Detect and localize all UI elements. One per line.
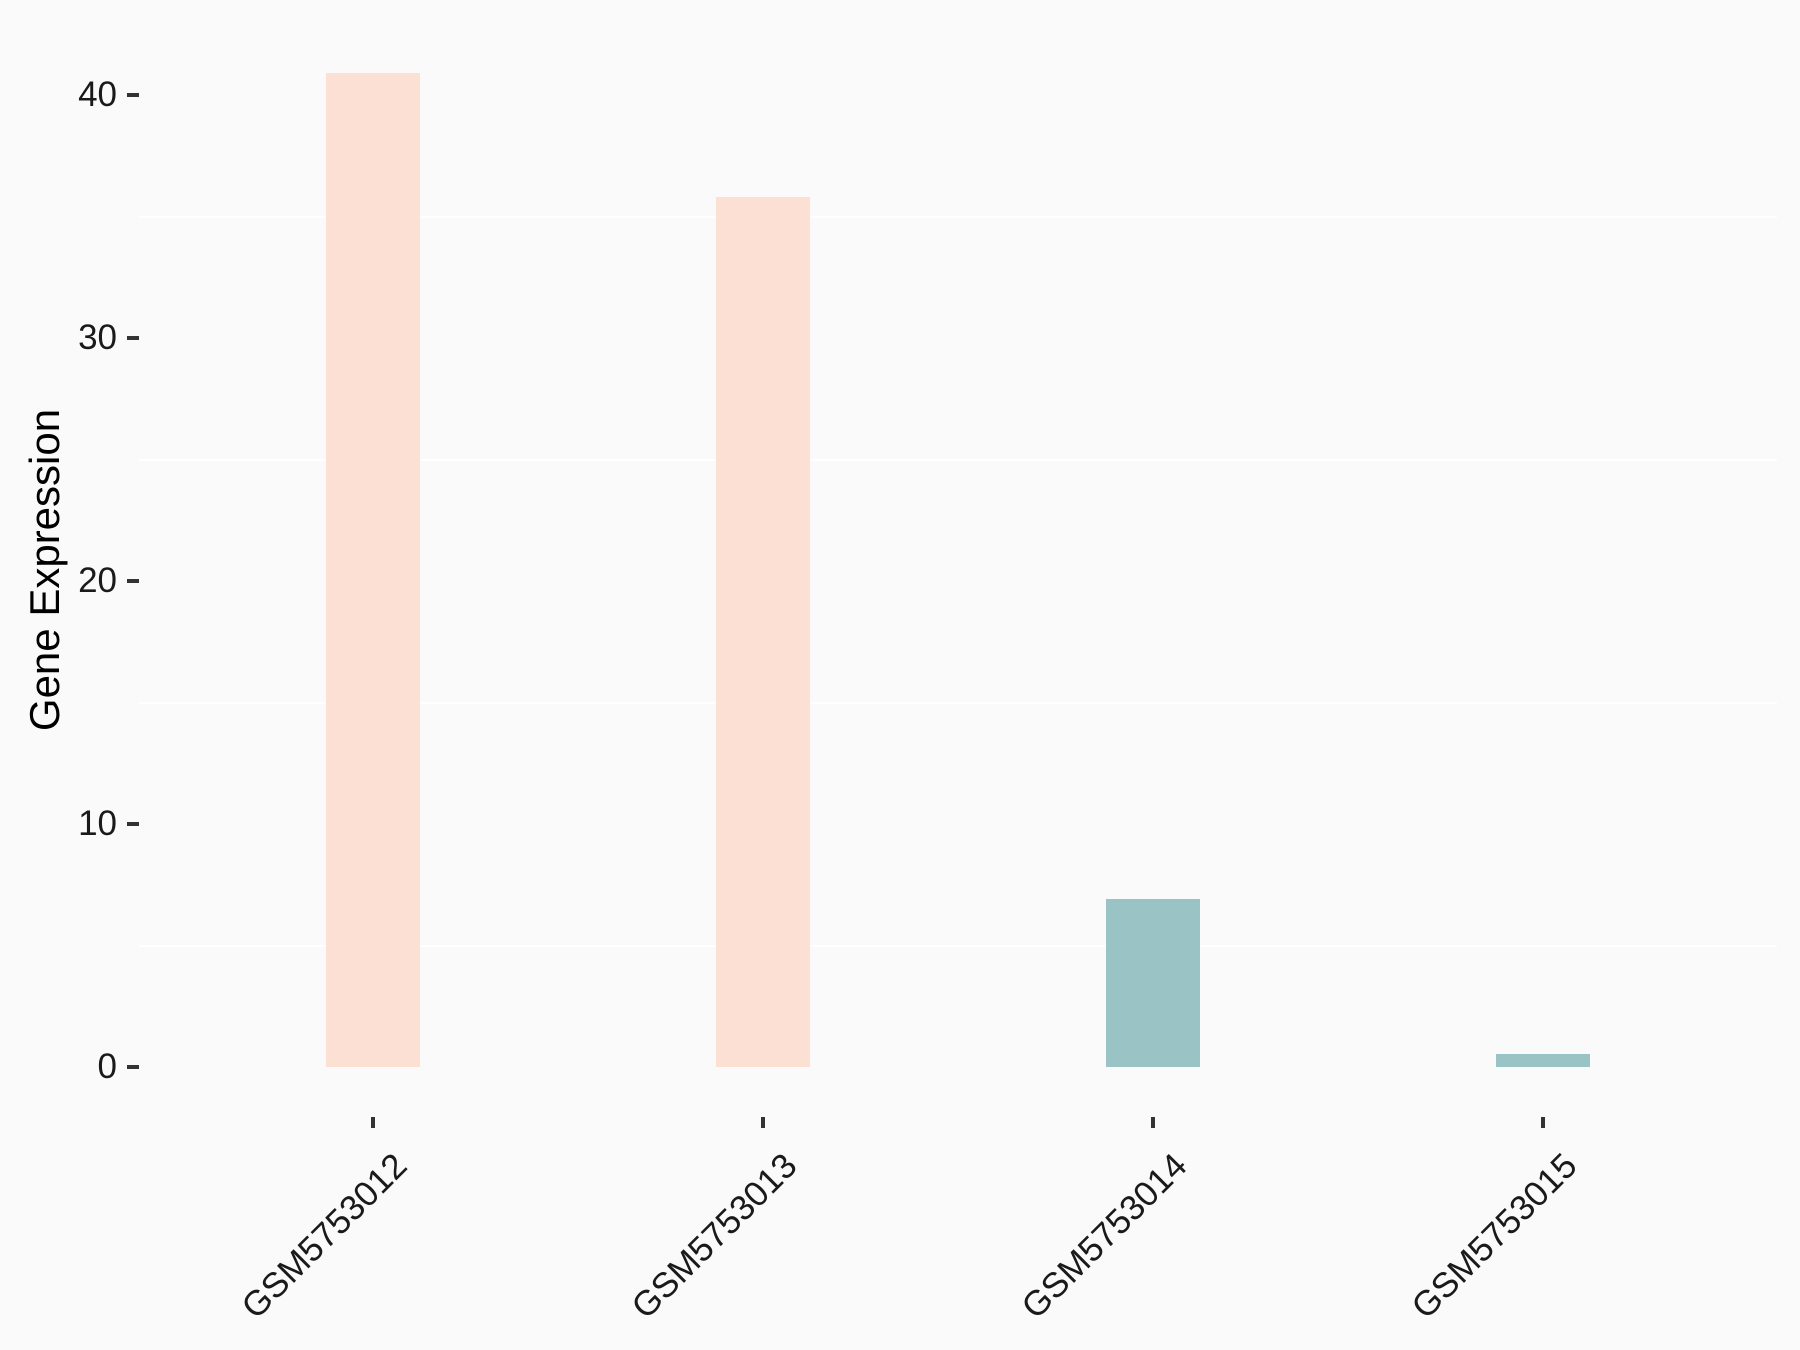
- x-tick-label: GSM5753015: [1404, 1146, 1585, 1327]
- y-tick-mark: [127, 1065, 139, 1069]
- y-tick-mark: [127, 822, 139, 826]
- y-tick-label: 0: [97, 1047, 117, 1086]
- x-tick-label: GSM5753013: [624, 1146, 805, 1327]
- y-tick-mark: [127, 336, 139, 340]
- y-tick-label: 20: [78, 561, 117, 600]
- bar-GSM5753014: [1106, 899, 1200, 1067]
- x-tick-mark: [761, 1117, 765, 1128]
- minor-gridline: [139, 215, 1777, 218]
- minor-gridline: [139, 458, 1777, 461]
- x-tick-mark: [1151, 1117, 1155, 1128]
- y-tick-label: 40: [78, 75, 117, 114]
- minor-gridline: [139, 944, 1777, 947]
- bar-GSM5753015: [1496, 1054, 1590, 1067]
- y-tick-label: 30: [78, 318, 117, 357]
- x-tick-mark: [371, 1117, 375, 1128]
- x-tick-mark: [1541, 1117, 1545, 1128]
- x-tick-label: GSM5753012: [234, 1146, 415, 1327]
- bar-GSM5753012: [326, 73, 420, 1067]
- bar-GSM5753013: [716, 197, 810, 1067]
- y-tick-mark: [127, 579, 139, 583]
- x-tick-label: GSM5753014: [1014, 1146, 1195, 1327]
- y-tick-label: 10: [78, 804, 117, 843]
- y-tick-mark: [127, 93, 139, 97]
- minor-gridline: [139, 701, 1777, 704]
